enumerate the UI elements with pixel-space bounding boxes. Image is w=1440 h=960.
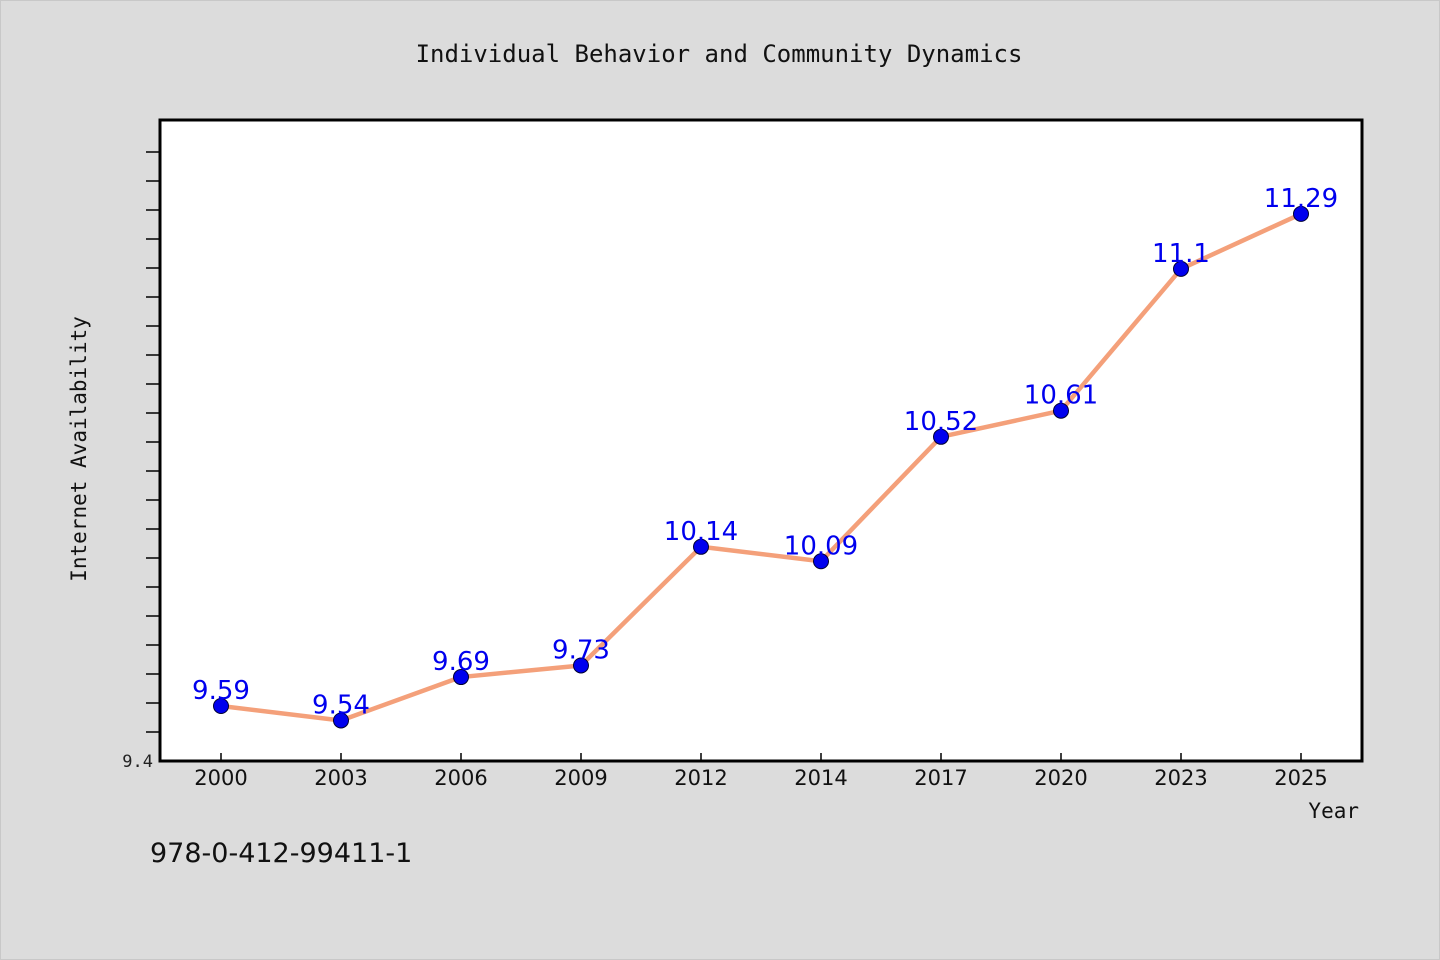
data-point [453, 669, 469, 686]
data-point [933, 428, 949, 445]
data-point [573, 657, 589, 674]
data-label: 10.52 [904, 407, 978, 437]
x-tick-label: 2017 [914, 766, 967, 790]
data-label: 10.14 [664, 517, 738, 547]
y-axis-label: Internet Availability [67, 316, 91, 582]
x-axis-label: Year [1308, 799, 1359, 823]
data-point [693, 538, 709, 555]
data-point [333, 712, 349, 729]
data-label: 9.69 [432, 647, 490, 677]
data-label: 9.73 [552, 635, 610, 665]
x-tick-label: 2025 [1274, 766, 1327, 790]
data-point [813, 553, 829, 570]
x-axis: 2000 2003 2006 2009 2012 2014 2017 2020 2023 2025 [194, 753, 1328, 790]
data-label: 10.09 [784, 531, 858, 561]
data-label: 9.59 [192, 676, 250, 706]
data-point [1293, 205, 1309, 222]
x-tick-label: 2006 [434, 766, 487, 790]
data-label: 10.61 [1024, 381, 1098, 411]
chart-title: Individual Behavior and Community Dynami… [416, 40, 1023, 68]
data-point [1173, 260, 1189, 277]
y-axis-minor-ticks [146, 151, 159, 733]
data-point [213, 698, 229, 714]
isbn-label: 978-0-412-99411-1 [150, 838, 412, 869]
data-label: 9.54 [312, 690, 370, 720]
plot-area [158, 118, 1364, 763]
x-tick-label: 2020 [1034, 766, 1087, 790]
data-label: 11.29 [1264, 184, 1338, 214]
x-tick-label: 2023 [1154, 766, 1207, 790]
series-line [220, 211, 1302, 723]
data-point [1053, 402, 1069, 419]
x-tick-label: 2000 [194, 766, 247, 790]
x-tick-label: 2014 [794, 766, 847, 790]
series-0: 9.59 9.54 9.69 9.73 10.14 10.09 10.52 10.61 11.1… [192, 184, 1338, 729]
y-tick-label: 9.4 [122, 752, 153, 772]
data-label: 11.1 [1152, 239, 1210, 269]
x-tick-label: 2009 [554, 766, 607, 790]
x-tick-label: 2012 [674, 766, 727, 790]
x-tick-label: 2003 [314, 766, 367, 790]
